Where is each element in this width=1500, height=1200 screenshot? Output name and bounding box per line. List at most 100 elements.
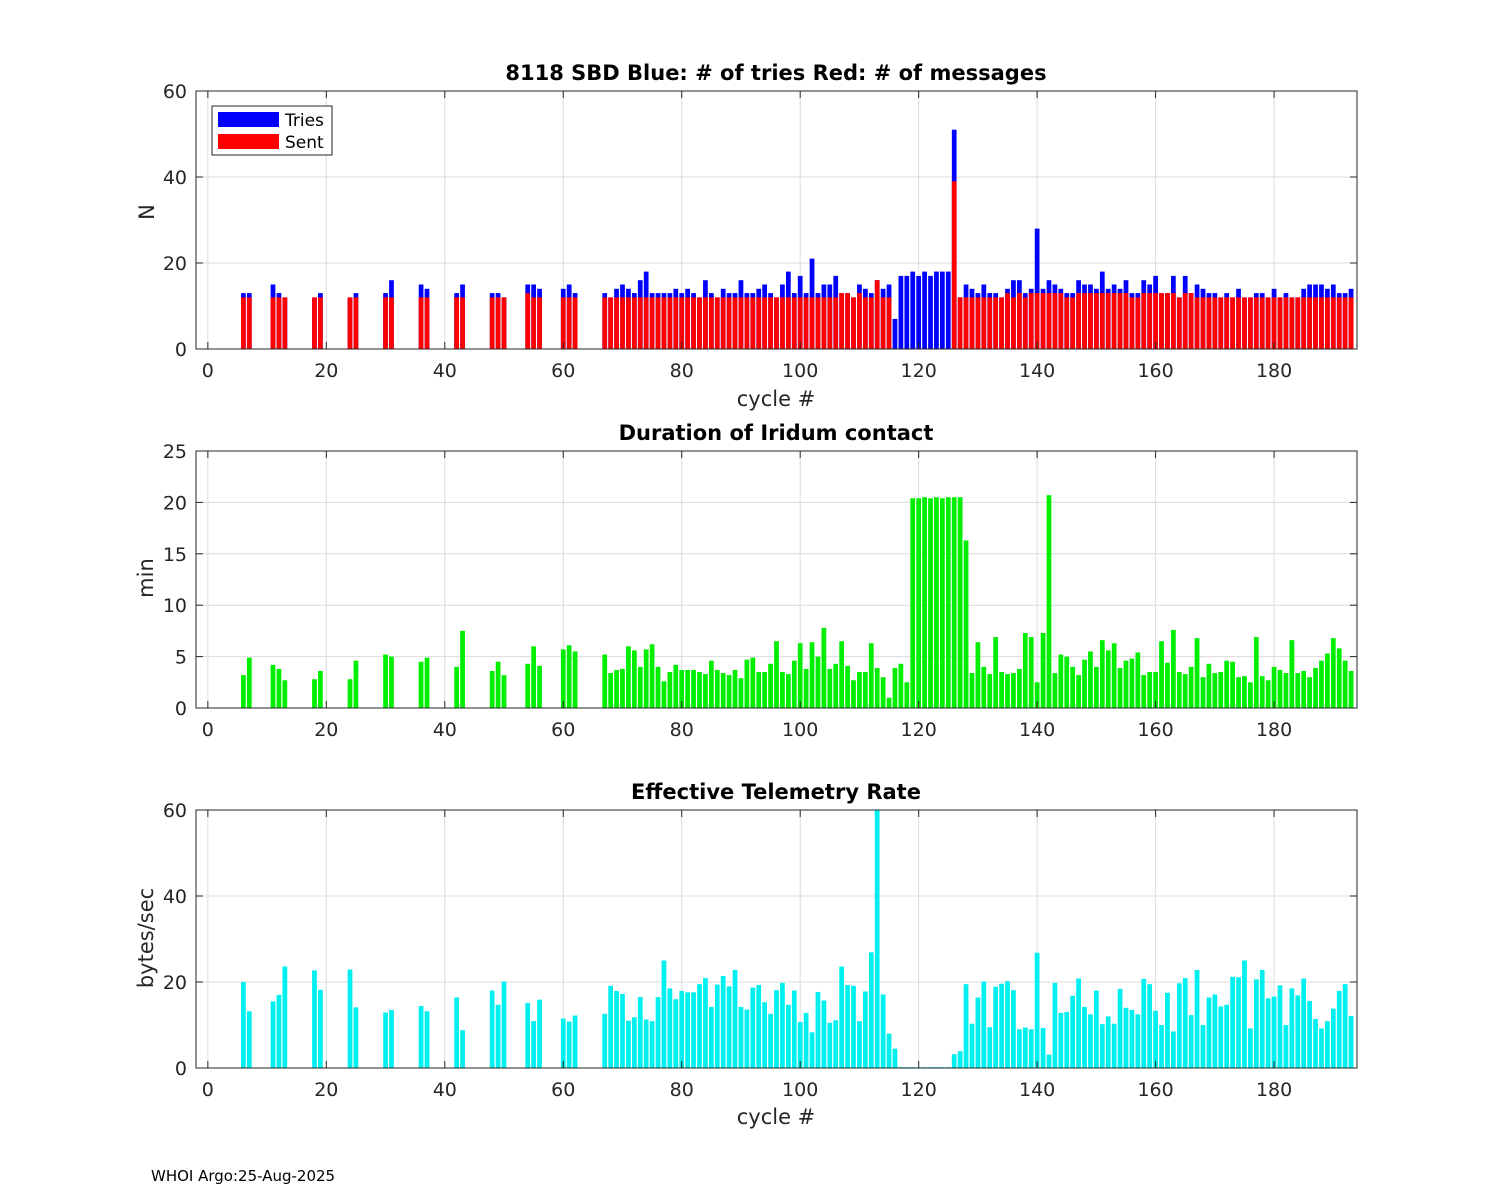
duration-bar [525,663,531,708]
duration-bar [1070,666,1076,708]
rate-bar [821,1000,827,1068]
duration-bar [868,643,874,708]
duration-bar [785,674,791,708]
duration-bar [839,641,845,708]
duration-bar [898,663,904,708]
sent-bar [424,297,430,349]
rate-bar [1117,988,1123,1068]
duration-bar [880,677,886,708]
rate-bar [975,997,981,1068]
sent-bar [714,297,720,349]
rate-bar [312,970,317,1068]
tries-title: 8118 SBD Blue: # of tries Red: # of mess… [505,61,1046,85]
duration-bar [495,661,501,708]
duration-bar [649,644,655,708]
tries-xtick-label: 160 [1137,360,1173,382]
rate-bar [1307,1000,1312,1068]
tries-ylabel: N [135,204,159,220]
sent-bar [857,293,862,349]
rate-bar [803,1012,809,1068]
duration-bar [857,672,862,708]
sent-bar [685,297,691,349]
sent-bar [708,297,714,349]
rate-bar [1011,990,1016,1068]
duration-bar [270,664,276,708]
rate-bar [525,1003,531,1068]
sent-bar [975,297,981,349]
rate-bar [963,984,969,1068]
sent-bar [963,297,969,349]
sent-bar [608,297,614,349]
rate-bar [774,990,779,1068]
sent-bar [851,297,856,349]
duration-bar [1194,638,1200,708]
footer-credit: WHOI Argo:25-Aug-2025 [151,1167,336,1185]
rate-bar [631,1017,637,1068]
rate-bar [1111,1023,1117,1068]
rate-bar [1153,1010,1158,1068]
rate-bar [1028,1029,1034,1068]
sent-bar [987,297,993,349]
duration-bar [1242,676,1247,708]
sent-bar [1283,297,1289,349]
sent-bar [880,297,886,349]
sent-bar [845,293,850,349]
sent-bar [1236,297,1241,349]
tries-bar [934,271,939,349]
sent-bar [1230,297,1235,349]
rate-bar [714,984,720,1068]
duration-ytick-label: 0 [175,698,187,720]
duration-bar [276,668,282,708]
tries-axes-box [195,90,1358,350]
duration-xtick-label: 80 [670,719,694,741]
sent-bar [1176,297,1182,349]
duration-bar [1277,669,1283,708]
duration-bar [1052,673,1058,708]
sent-bar [655,297,661,349]
sent-bar [1325,297,1330,349]
duration-bar [1011,673,1016,708]
duration-xtick-label: 60 [551,719,575,741]
duration-bar [1093,666,1099,708]
duration-bar [969,673,975,708]
duration-bar [572,651,578,708]
duration-xtick-label: 160 [1137,719,1173,741]
rate-bar [347,969,353,1068]
sent-bar [1259,297,1265,349]
sent-bar [631,297,637,349]
rate-bar [1005,981,1010,1068]
sent-bar [312,297,317,349]
rate-bar [418,1006,424,1068]
rate-bar [1200,1025,1206,1068]
duration-ytick-label: 20 [163,492,187,514]
duration-bar [1165,662,1170,708]
rate-bar [495,1004,501,1068]
tries-xtick-label: 120 [901,360,937,382]
sent-bar [1040,293,1046,349]
rate-bar [1040,1028,1046,1068]
sent-bar [270,297,276,349]
duration-bar [845,665,850,708]
tries-sent-panel: 0 20 40 60 80 100 120 140 160 180 0 20 40 60 8118 SBD… [135,61,1358,411]
duration-bar [1289,640,1295,708]
sent-bar [1336,297,1342,349]
sent-bar [833,297,839,349]
rate-bar [318,989,323,1068]
rate-bar [1218,1006,1224,1068]
rate-bar [703,978,708,1068]
duration-xtick-label: 40 [433,719,457,741]
duration-bar [685,669,691,708]
rate-bar [987,1027,993,1068]
duration-bar [1171,629,1176,708]
duration-ytick-label: 5 [175,647,187,669]
sent-bar [791,297,797,349]
duration-bar [389,656,394,708]
rate-xtick-label: 120 [901,1079,937,1101]
duration-bar [762,672,768,708]
sent-bar [1265,297,1271,349]
rate-bar [697,984,702,1068]
duration-bar [1159,641,1164,708]
rate-bar [1188,1015,1194,1068]
rate-bar [1259,969,1265,1068]
rate-bar [720,975,726,1068]
